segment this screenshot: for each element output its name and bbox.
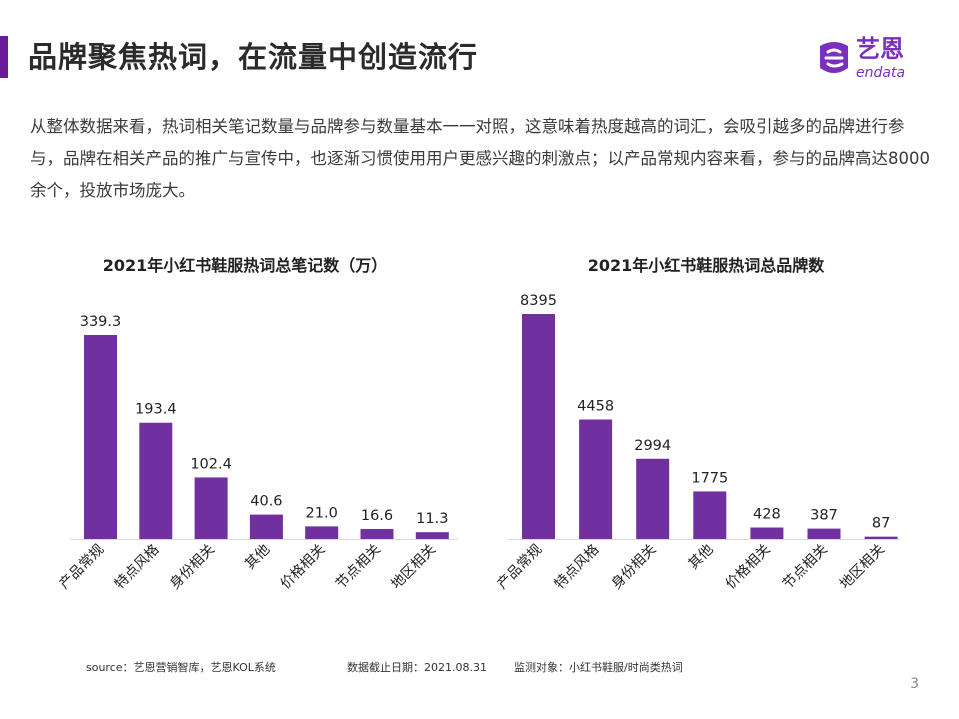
bar-3 [636,458,670,539]
bar-7 [864,536,898,539]
data-label: 102.4 [190,456,232,472]
bar-5 [305,526,339,539]
bar-4 [693,491,727,539]
category-tick-label: 其他 [242,542,273,573]
data-label: 2994 [634,438,671,454]
data-label: 428 [753,507,781,523]
category-tick-label: 价格相关 [278,542,329,593]
data-label: 40.6 [250,494,282,510]
category-tick-label: 地区相关 [837,542,888,593]
bar-1 [522,314,555,539]
category-tick-label: 地区相关 [388,542,439,593]
category-tick-label: 特点风格 [552,542,603,593]
footer-date: 数据截止日期：2021.08.31 [347,661,487,674]
data-label: 193.4 [135,402,177,418]
data-label: 16.6 [361,508,393,524]
title-accent-bar [0,36,8,78]
bar-7 [415,532,449,539]
data-label: 4458 [577,399,614,415]
bar-5 [750,527,784,539]
data-label: 1775 [691,470,728,486]
bar-2 [139,422,173,539]
category-tick-label: 身份相关 [609,542,660,593]
chart-title: 2021年小红书鞋服热词总笔记数（万） [103,256,388,275]
category-tick-label: 产品常规 [56,542,107,593]
data-label: 339.3 [80,314,122,330]
category-tick-label: 价格相关 [723,542,774,593]
chart-title: 2021年小红书鞋服热词总品牌数 [588,256,826,275]
endata-logo: 艺恩 endata [812,34,932,84]
bar-6 [807,528,841,539]
category-tick-label: 节点相关 [780,542,831,593]
page-number: 3 [910,676,919,692]
chart-brand-count: 2021年小红书鞋服热词总品牌数 8395 产品常规 4458 特点风格 2994 身份相关… [494,256,900,592]
intro-paragraph: 从整体数据来看，热词相关笔记数量与品牌参与数量基本一一对照，这意味着热度越高的词… [30,117,930,200]
chart-note-count: 2021年小红书鞋服热词总笔记数（万） 339.3 产品常规 193.4 特点风格 102… [56,256,458,592]
data-label: 8395 [520,293,557,309]
footer-target: 监测对象：小红书鞋服/时尚类热词 [514,661,683,674]
bar-2 [579,419,613,539]
category-tick-label: 节点相关 [333,542,384,593]
category-tick-label: 产品常规 [494,542,545,593]
footer-source: source：艺恩营销智库，艺恩KOL系统 [86,661,276,674]
bar-1 [84,335,117,539]
data-label: 87 [872,516,890,532]
logo-sub-text: endata [856,65,906,81]
data-label: 387 [810,508,838,524]
bar-4 [249,514,283,539]
logo-brand-text: 艺恩 [856,35,904,63]
logo-mark-icon [820,42,848,73]
bar-6 [360,529,394,539]
category-tick-label: 特点风格 [112,542,163,593]
data-label: 21.0 [306,505,338,521]
category-tick-label: 其他 [686,542,717,573]
category-tick-label: 身份相关 [167,542,218,593]
data-label: 11.3 [416,511,448,527]
page-title: 品牌聚焦热词，在流量中创造流行 [28,40,479,74]
bar-3 [194,477,228,539]
